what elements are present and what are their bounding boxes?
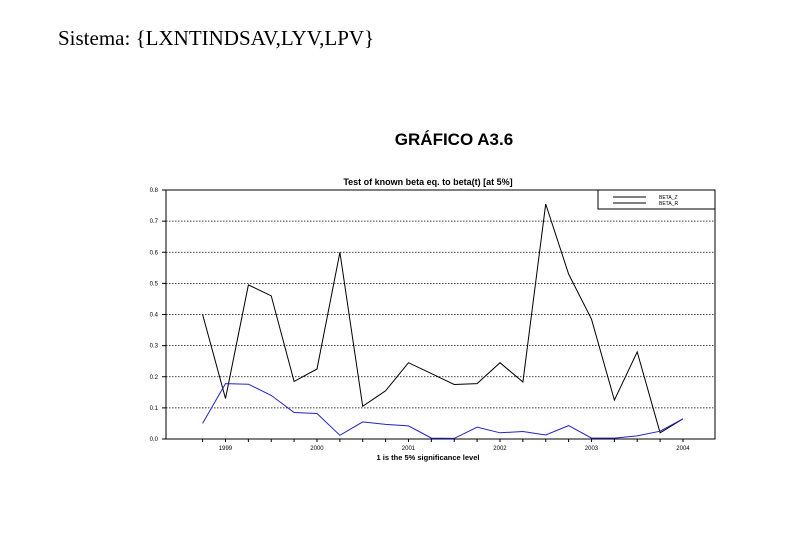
x-tick-label: 2003 [585,446,599,452]
series-lines [202,203,684,439]
y-tick-label: 0.3 [150,344,159,350]
legend: BETA_Z BETA_R [597,189,716,210]
x-axis: 1999 2000 2001 2002 2003 2004 [202,439,690,452]
y-tick-label: 0.5 [150,281,159,287]
legend-box [597,189,716,210]
x-tick-label: 1999 [219,446,233,452]
x-tick-label: 2004 [676,446,690,452]
chart-title: Test of known beta eq. to beta(t) [at 5%… [343,177,512,187]
figure-title: GRÁFICO A3.6 [394,130,514,149]
y-tick-label: 0.0 [150,437,159,443]
x-tick-label: 2002 [493,446,507,452]
x-tick-label: 2000 [310,446,324,452]
series-line-beta-r [202,383,684,439]
y-tick-label: 0.1 [150,406,159,412]
y-tick-label: 0.6 [150,250,159,256]
y-axis: 0.0 0.1 0.2 0.3 0.4 0.5 0.6 0.7 0.8 [150,188,166,443]
legend-label-beta-z: BETA_Z [659,195,678,201]
y-tick-label: 0.7 [150,219,159,225]
y-tick-label: 0.2 [150,375,159,381]
series-line-beta-z [202,203,684,434]
x-axis-label: 1 is the 5% significance level [377,453,480,462]
grid-lines [166,220,715,409]
system-label: Sistema: {LXNTINDSAV,LYV,LPV} [58,26,375,50]
y-tick-label: 0.8 [150,188,159,194]
legend-label-beta-r: BETA_R [659,201,678,207]
y-tick-label: 0.4 [150,313,159,319]
x-tick-label: 2001 [402,446,416,452]
